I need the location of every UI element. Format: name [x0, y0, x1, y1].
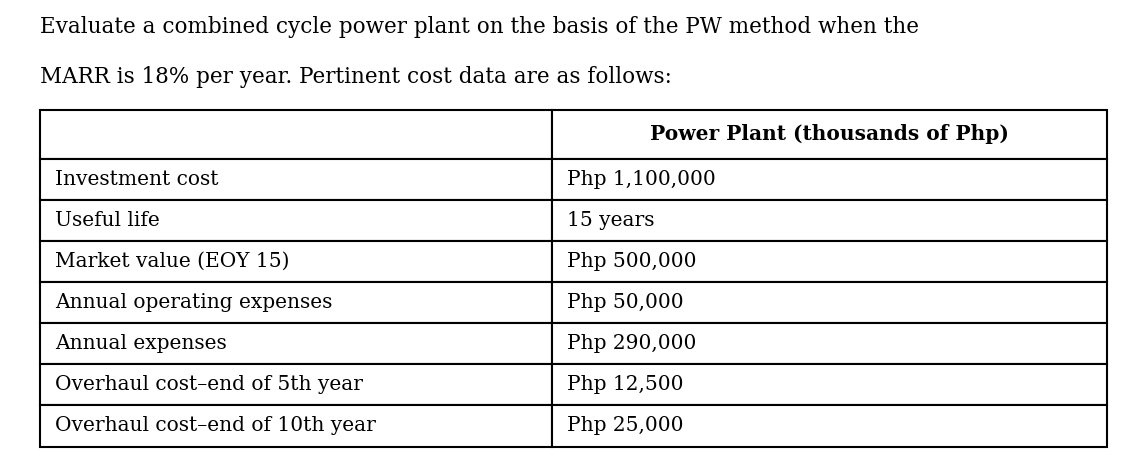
Text: Overhaul cost–end of 5th year: Overhaul cost–end of 5th year [55, 376, 364, 394]
Text: Php 12,500: Php 12,500 [567, 376, 684, 394]
Text: Php 50,000: Php 50,000 [567, 293, 684, 312]
Text: Php 1,100,000: Php 1,100,000 [567, 170, 716, 189]
Text: Php 290,000: Php 290,000 [567, 334, 696, 353]
Text: Investment cost: Investment cost [55, 170, 219, 189]
Text: Market value (EOY 15): Market value (EOY 15) [55, 252, 289, 271]
Text: Evaluate a combined cycle power plant on the basis of the PW method when the: Evaluate a combined cycle power plant on… [40, 16, 919, 38]
Text: Useful life: Useful life [55, 211, 159, 230]
Text: Annual operating expenses: Annual operating expenses [55, 293, 333, 312]
Text: MARR is 18% per year. Pertinent cost data are as follows:: MARR is 18% per year. Pertinent cost dat… [40, 66, 672, 88]
Text: Annual expenses: Annual expenses [55, 334, 227, 353]
Text: Power Plant (thousands of Php): Power Plant (thousands of Php) [650, 124, 1009, 144]
Text: Overhaul cost–end of 10th year: Overhaul cost–end of 10th year [55, 416, 376, 436]
Text: 15 years: 15 years [567, 211, 655, 230]
Text: Php 25,000: Php 25,000 [567, 416, 684, 436]
Text: Php 500,000: Php 500,000 [567, 252, 696, 271]
